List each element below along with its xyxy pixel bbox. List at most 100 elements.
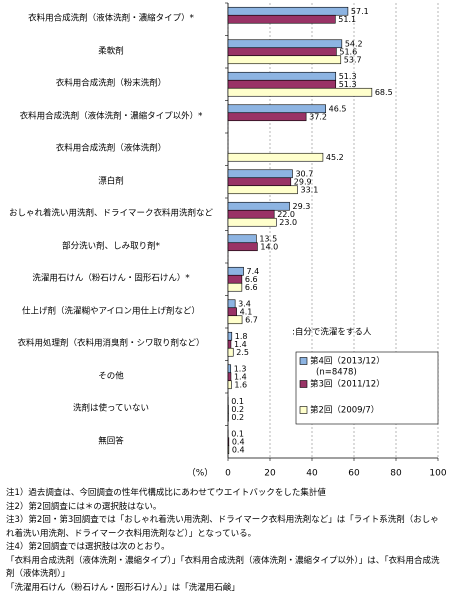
value-label: 0.1 bbox=[231, 429, 244, 438]
category-label: 洗剤は使っていない bbox=[72, 403, 150, 414]
value-label: 51.6 bbox=[339, 47, 357, 56]
bar bbox=[227, 437, 230, 447]
bar bbox=[227, 445, 230, 455]
bar bbox=[227, 307, 237, 317]
value-label: 29.9 bbox=[294, 177, 312, 186]
bar bbox=[227, 87, 373, 97]
notes: 注1）過去調査は、今回調査の性年代構成比にあわせてウエイトバックをした集計値 注2… bbox=[6, 487, 446, 595]
value-label: 6.7 bbox=[245, 315, 258, 324]
bar bbox=[227, 331, 233, 341]
category-label: 部分洗い剤、しみ取り剤* bbox=[62, 241, 160, 252]
value-label: 22.0 bbox=[277, 210, 295, 219]
note: 「衣料用合成洗剤（液体洗剤・濃縮タイプ）」「衣料用合成洗剤（液体洗剤・濃縮タイプ… bbox=[6, 555, 440, 580]
bar bbox=[227, 177, 292, 187]
value-label: 1.4 bbox=[234, 340, 247, 349]
value-label: 3.4 bbox=[238, 299, 251, 308]
value-label: 0.4 bbox=[232, 445, 245, 454]
bar bbox=[227, 372, 232, 382]
value-label: 14.0 bbox=[260, 242, 278, 251]
value-label: 4.1 bbox=[240, 307, 253, 316]
value-label: 57.1 bbox=[351, 7, 369, 16]
note: 注4）第2回調査では選択肢は次のとおり。 bbox=[6, 542, 170, 552]
value-label: 1.4 bbox=[234, 372, 247, 381]
x-tick-label: 60 bbox=[348, 469, 360, 479]
value-label: 2.5 bbox=[236, 348, 249, 357]
bar bbox=[227, 266, 244, 276]
bar bbox=[227, 380, 232, 390]
bar bbox=[227, 6, 349, 16]
category-label: 漂白剤 bbox=[98, 176, 124, 187]
bar bbox=[227, 339, 232, 349]
category-label: 衣料用合成洗剤（液体洗剤・濃縮タイプ）* bbox=[28, 13, 194, 24]
value-label: 6.6 bbox=[245, 283, 258, 292]
legend-label: 第2回（2009/7） bbox=[310, 405, 379, 416]
category-label: 衣料用合成洗剤（粉末洗剤） bbox=[55, 78, 167, 89]
bar bbox=[227, 79, 337, 89]
value-label: 0.1 bbox=[231, 397, 244, 406]
x-tick-label: 20 bbox=[264, 469, 276, 479]
category-label: 洗濯用石けん（粉石けん・固形石けん）* bbox=[32, 273, 190, 284]
value-label: 68.5 bbox=[375, 88, 393, 97]
bar bbox=[227, 242, 258, 252]
value-label: 23.0 bbox=[279, 218, 297, 227]
bar bbox=[227, 55, 342, 65]
note: 注2）第2回調査には＊の選択肢はない。 bbox=[6, 501, 162, 512]
value-label: 53.7 bbox=[344, 55, 362, 64]
x-axis-label: （%） bbox=[187, 468, 214, 479]
value-label: 1.3 bbox=[234, 364, 247, 373]
bar bbox=[227, 364, 232, 374]
category-label: 仕上げ剤（洗濯糊やアイロン用仕上げ剤など） bbox=[21, 306, 201, 317]
bar bbox=[227, 217, 277, 227]
bar bbox=[227, 209, 275, 219]
x-tick-label: 40 bbox=[306, 469, 318, 479]
value-label: 1.6 bbox=[234, 380, 247, 389]
value-label: 1.8 bbox=[235, 332, 248, 341]
category-label: 衣料用合成洗剤（液体洗剤・濃縮タイプ以外）* bbox=[19, 111, 203, 122]
legend-swatch bbox=[299, 406, 308, 414]
category-label: 衣料用処理剤（衣料用消臭剤・シワ取り剤など） bbox=[17, 338, 205, 349]
legend-label: 第4回（2013/12） bbox=[310, 356, 385, 367]
bar bbox=[227, 39, 343, 49]
bar bbox=[227, 315, 243, 325]
x-tick-label: 0 bbox=[225, 469, 231, 479]
category-label: おしゃれ着洗い用洗剤、ドライマーク衣料用洗剤など bbox=[8, 208, 213, 219]
note: 「洗濯用石けん（粉石けん・固形石けん）」は「洗濯用石鹸」 bbox=[6, 582, 240, 593]
value-label: 0.2 bbox=[231, 405, 244, 414]
bar bbox=[227, 152, 324, 162]
legend-box bbox=[295, 351, 439, 425]
bar bbox=[227, 234, 257, 244]
bar bbox=[227, 112, 307, 122]
bar bbox=[227, 71, 337, 81]
bar bbox=[227, 14, 336, 24]
value-label: 6.6 bbox=[245, 275, 258, 284]
value-label: 54.2 bbox=[345, 39, 363, 48]
value-label: 29.3 bbox=[293, 202, 311, 211]
category-label: その他 bbox=[98, 371, 124, 382]
category-label: 衣料用合成洗剤（液体洗剤） bbox=[55, 143, 167, 154]
value-label: 7.4 bbox=[247, 267, 260, 276]
value-label: 51.3 bbox=[339, 72, 357, 81]
category-label: 柔軟剤 bbox=[98, 46, 124, 57]
bar bbox=[227, 169, 293, 179]
legend-swatch bbox=[299, 357, 308, 365]
value-label: 51.3 bbox=[339, 80, 357, 89]
bar bbox=[227, 47, 337, 57]
bar bbox=[227, 282, 243, 292]
value-label: 45.2 bbox=[326, 153, 344, 162]
value-label: 51.1 bbox=[338, 15, 356, 24]
legend-label: 第3回（2011/12） bbox=[310, 379, 385, 390]
bar bbox=[227, 347, 234, 357]
bar bbox=[227, 185, 298, 195]
legend-note: (n=8478) bbox=[316, 368, 357, 378]
value-label: 46.5 bbox=[329, 104, 347, 113]
value-label: 37.2 bbox=[309, 112, 327, 121]
value-label: 0.4 bbox=[232, 437, 245, 446]
value-label: 33.1 bbox=[301, 185, 319, 194]
bar bbox=[227, 299, 236, 309]
x-tick-label: 100 bbox=[429, 469, 446, 479]
value-label: 30.7 bbox=[295, 169, 313, 178]
note: 注3）第2回・第3回調査では「おしゃれ着洗い用洗剤、ドライマーク衣料用洗剤など」… bbox=[6, 515, 439, 539]
legend-swatch bbox=[299, 380, 308, 388]
